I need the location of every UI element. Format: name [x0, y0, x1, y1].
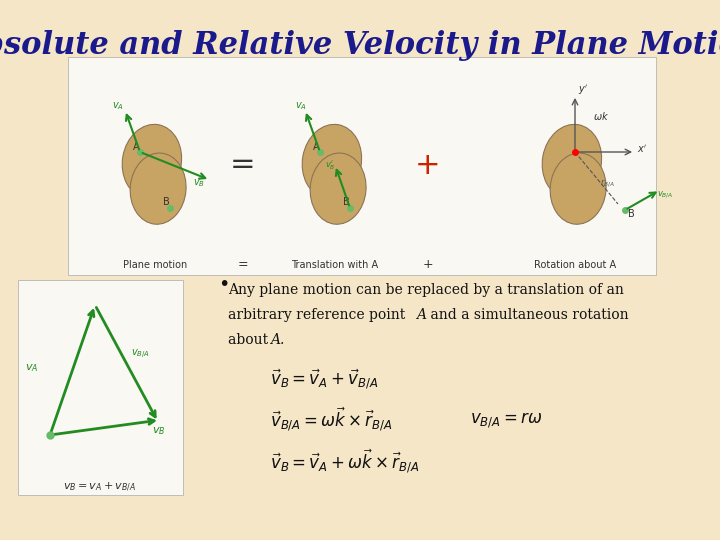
Text: A: A — [416, 308, 426, 322]
Text: $v_B = v_A + v_{B/A}$: $v_B = v_A + v_{B/A}$ — [63, 481, 137, 494]
Text: $x'$: $x'$ — [637, 143, 647, 155]
Ellipse shape — [310, 153, 366, 224]
Text: $r_{B/A}$: $r_{B/A}$ — [600, 177, 615, 189]
Ellipse shape — [130, 153, 186, 224]
Text: A: A — [313, 142, 320, 152]
Text: Translation with A: Translation with A — [292, 260, 379, 270]
Text: $v_B$: $v_B$ — [193, 177, 205, 189]
Text: $v_A$: $v_A$ — [112, 100, 124, 112]
Text: $v_B$: $v_B$ — [152, 425, 166, 437]
FancyBboxPatch shape — [18, 280, 183, 495]
Text: $v_{B/A}$: $v_{B/A}$ — [131, 348, 150, 361]
Text: =: = — [238, 258, 248, 271]
Ellipse shape — [550, 153, 606, 224]
FancyBboxPatch shape — [68, 57, 656, 275]
Text: $\vec{v}_B = \vec{v}_A + \omega \vec{k} \times \vec{r}_{B/A}$: $\vec{v}_B = \vec{v}_A + \omega \vec{k} … — [270, 448, 420, 476]
Text: $\omega k$: $\omega k$ — [593, 110, 609, 122]
Text: $\vec{v}_B = \vec{v}_A + \vec{v}_{B/A}$: $\vec{v}_B = \vec{v}_A + \vec{v}_{B/A}$ — [270, 368, 379, 392]
Text: =: = — [230, 151, 256, 179]
Text: $v_B'$: $v_B'$ — [325, 158, 336, 172]
Text: about: about — [228, 333, 272, 347]
Text: $\vec{v}_{B/A} = \omega \vec{k} \times \vec{r}_{B/A}$: $\vec{v}_{B/A} = \omega \vec{k} \times \… — [270, 406, 393, 434]
Text: Plane motion: Plane motion — [123, 260, 187, 270]
Text: +: + — [423, 258, 433, 271]
Text: B: B — [628, 209, 635, 219]
Ellipse shape — [542, 124, 602, 198]
Ellipse shape — [122, 124, 181, 198]
Ellipse shape — [302, 124, 361, 198]
Text: A.: A. — [270, 333, 284, 347]
Text: Absolute and Relative Velocity in Plane Motion: Absolute and Relative Velocity in Plane … — [0, 30, 720, 61]
Text: $v_A$: $v_A$ — [25, 362, 38, 374]
Text: $v_A$: $v_A$ — [295, 100, 307, 112]
Text: $y'$: $y'$ — [578, 83, 588, 97]
Text: •: • — [218, 275, 230, 294]
Text: B: B — [163, 197, 170, 207]
Text: $v_{B/A}$: $v_{B/A}$ — [657, 189, 674, 200]
Text: B: B — [343, 197, 350, 207]
Text: and a simultaneous rotation: and a simultaneous rotation — [426, 308, 629, 322]
Text: arbitrary reference point: arbitrary reference point — [228, 308, 410, 322]
Text: $v_{B/A} = r\omega$: $v_{B/A} = r\omega$ — [470, 410, 543, 430]
Text: Any plane motion can be replaced by a translation of an: Any plane motion can be replaced by a tr… — [228, 283, 624, 297]
Text: A: A — [133, 142, 140, 152]
Text: +: + — [415, 151, 441, 179]
Text: Rotation about A: Rotation about A — [534, 260, 616, 270]
